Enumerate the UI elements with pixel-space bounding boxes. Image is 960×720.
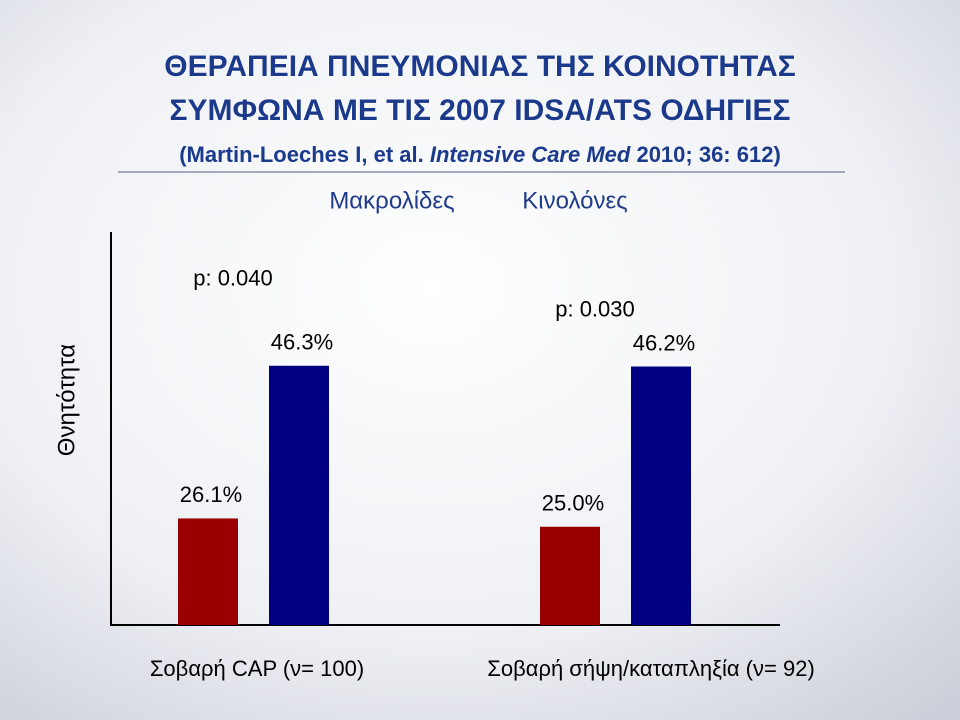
- subtitle-part: Intensive Care Med: [430, 142, 631, 167]
- legend-entry: Μακρολίδες: [329, 187, 454, 214]
- x-tick-label: Σοβαρή σήψη/καταπληξία (ν= 92): [487, 656, 815, 681]
- chart-subtitle: (Martin-Loeches I, et al. Intensive Care…: [179, 142, 781, 167]
- chart-title: ΘΕΡΑΠΕΙΑ ΠΝΕΥΜΟΝΙΑΣ ΤΗΣ ΚΟΙΝΟΤΗΤΑΣ: [164, 50, 796, 83]
- title-group: ΘΕΡΑΠΕΙΑ ΠΝΕΥΜΟΝΙΑΣ ΤΗΣ ΚΟΙΝΟΤΗΤΑΣ ΣΥΜΦΩ…: [164, 49, 797, 167]
- bar: [540, 526, 600, 625]
- value-label: 26.1%: [180, 482, 242, 507]
- p-value: p: 0.030: [555, 296, 635, 321]
- legend-entry: Κινολόνες: [522, 187, 627, 214]
- y-axis-label: Θνητότητα: [53, 344, 80, 456]
- chart-title: ΣΥΜΦΩΝΑ ΜΕ ΤΙΣ 2007 IDSA/ATS ΟΔΗΓΙΕΣ: [169, 94, 790, 127]
- bar: [178, 518, 238, 625]
- subtitle-part: (Martin-Loeches I, et al.: [179, 142, 430, 167]
- value-label: 46.3%: [271, 330, 333, 355]
- p-value: p: 0.040: [193, 266, 273, 291]
- bar: [631, 366, 691, 625]
- bar: [269, 365, 329, 625]
- x-tick-label: Σοβαρή CAP (ν= 100): [150, 656, 364, 681]
- value-label: 46.2%: [633, 330, 695, 355]
- subtitle-part: 2010; 36: 612): [630, 142, 780, 167]
- value-label: 25.0%: [542, 491, 604, 516]
